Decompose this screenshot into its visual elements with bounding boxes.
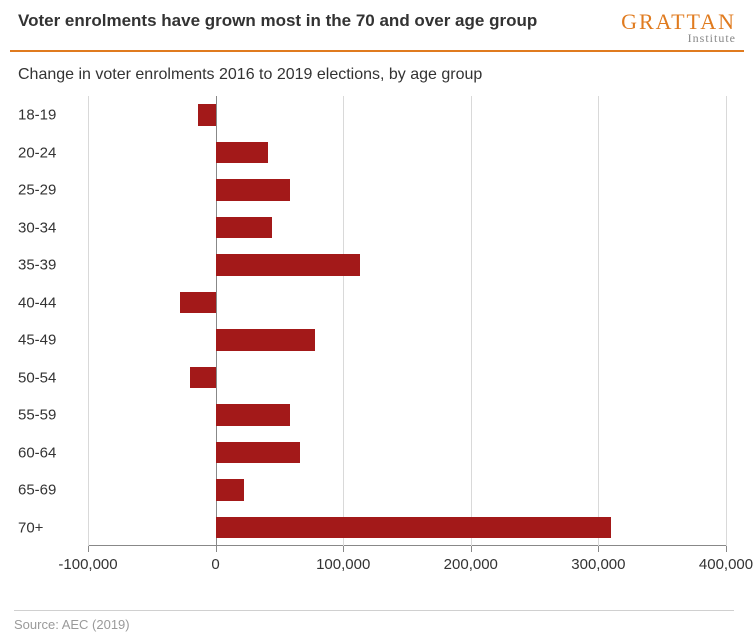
bar bbox=[216, 517, 612, 539]
bar bbox=[198, 104, 216, 126]
plot-area bbox=[88, 96, 726, 546]
y-axis-labels: 18-19 20-24 25-29 30-34 35-39 40-44 45-49 50-54… bbox=[18, 96, 88, 546]
x-tick-label: -100,000 bbox=[58, 556, 117, 573]
x-tick-label: 400,000 bbox=[699, 556, 753, 573]
logo: GRATTAN Institute bbox=[621, 10, 736, 44]
bar-row bbox=[88, 284, 726, 321]
y-tick-label: 35-39 bbox=[18, 257, 80, 274]
bar-row bbox=[88, 509, 726, 546]
y-tick-label: 45-49 bbox=[18, 332, 80, 349]
bar bbox=[190, 367, 216, 389]
bar-row bbox=[88, 171, 726, 208]
x-tick-label: 0 bbox=[211, 556, 219, 573]
bar-row bbox=[88, 96, 726, 133]
logo-sub-text: Institute bbox=[621, 33, 736, 44]
y-tick-label: 20-24 bbox=[18, 144, 80, 161]
bar bbox=[216, 404, 290, 426]
bar-row bbox=[88, 471, 726, 508]
y-tick-label: 30-34 bbox=[18, 219, 80, 236]
y-tick-label: 50-54 bbox=[18, 369, 80, 386]
bar bbox=[216, 179, 290, 201]
bar bbox=[216, 254, 360, 276]
bar-chart: 18-19 20-24 25-29 30-34 35-39 40-44 45-49 50-54… bbox=[18, 96, 736, 576]
bar bbox=[180, 292, 216, 314]
y-tick-label: 18-19 bbox=[18, 107, 80, 124]
chart-container: 18-19 20-24 25-29 30-34 35-39 40-44 45-49 50-54… bbox=[18, 96, 736, 576]
y-tick-label: 40-44 bbox=[18, 294, 80, 311]
bar bbox=[216, 217, 272, 239]
bar bbox=[216, 142, 268, 164]
y-tick-label: 55-59 bbox=[18, 407, 80, 424]
bar-row bbox=[88, 396, 726, 433]
y-tick-label: 65-69 bbox=[18, 482, 80, 499]
x-tick-label: 300,000 bbox=[571, 556, 625, 573]
x-tick bbox=[726, 546, 727, 552]
bar bbox=[216, 442, 300, 464]
y-tick-label: 60-64 bbox=[18, 444, 80, 461]
bar-row bbox=[88, 434, 726, 471]
bar-row bbox=[88, 359, 726, 396]
logo-main-text: GRATTAN bbox=[621, 12, 736, 33]
x-tick-label: 100,000 bbox=[316, 556, 370, 573]
x-tick-label: 200,000 bbox=[444, 556, 498, 573]
y-tick-label: 25-29 bbox=[18, 182, 80, 199]
grid-line bbox=[726, 96, 727, 546]
bar-row bbox=[88, 134, 726, 171]
header-rule bbox=[10, 50, 744, 52]
bar-row bbox=[88, 209, 726, 246]
chart-subtitle: Change in voter enrolments 2016 to 2019 … bbox=[0, 66, 754, 96]
bar-row bbox=[88, 246, 726, 283]
x-axis-labels: -100,0000100,000200,000300,000400,000 bbox=[88, 552, 726, 576]
chart-title: Voter enrolments have grown most in the … bbox=[18, 10, 537, 31]
bar-row bbox=[88, 321, 726, 358]
bar bbox=[216, 479, 244, 501]
source-text: Source: AEC (2019) bbox=[14, 610, 734, 632]
header: Voter enrolments have grown most in the … bbox=[0, 0, 754, 50]
y-tick-label: 70+ bbox=[18, 519, 80, 536]
bar bbox=[216, 329, 316, 351]
